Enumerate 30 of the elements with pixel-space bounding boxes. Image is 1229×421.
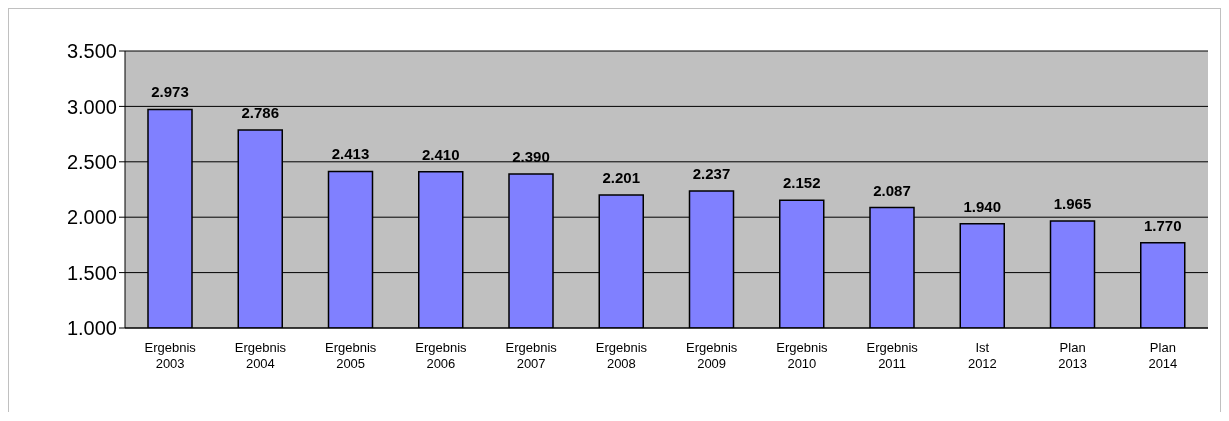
y-tick-label: 1.000 [66, 317, 117, 340]
x-tick-label: Ergebnis 2007 [505, 340, 558, 371]
data-label: 2.390 [512, 147, 550, 165]
y-tick-label: 1.500 [66, 261, 117, 284]
x-tick-label: Plan 2014 [1148, 340, 1178, 371]
x-tick-label: Plan 2013 [1058, 340, 1088, 371]
y-tick-label: 3.000 [66, 95, 117, 118]
x-tick-label: Ergebnis 2011 [866, 340, 919, 371]
y-tick-label: 2.500 [66, 150, 117, 173]
x-tick-label: Ergebnis 2005 [324, 340, 377, 371]
data-label: 2.201 [602, 168, 641, 186]
data-label: 2.087 [873, 181, 911, 199]
data-label: 2.410 [421, 145, 460, 163]
x-tick-label: Ergebnis 2010 [776, 340, 829, 371]
x-tick-label: Ergebnis 2008 [595, 340, 648, 371]
data-label: 2.786 [241, 104, 280, 122]
data-label: 1.940 [963, 197, 1002, 215]
x-tick-label: Ist 2012 [967, 340, 997, 371]
data-label: 2.973 [151, 83, 189, 101]
x-tick-label: Ergebnis 2003 [144, 340, 197, 371]
x-tick-label: Ergebnis 2006 [415, 340, 468, 371]
data-label: 2.413 [331, 145, 370, 163]
data-label: 2.152 [782, 174, 821, 192]
data-label: 2.237 [692, 164, 731, 182]
y-tick-label: 2.000 [66, 206, 117, 229]
y-tick-label: 3.500 [66, 40, 117, 63]
x-tick-label: Ergebnis 2004 [234, 340, 287, 371]
data-label: 1.965 [1053, 195, 1092, 213]
data-label: 1.770 [1143, 216, 1182, 234]
x-tick-label: Ergebnis 2009 [685, 340, 738, 371]
